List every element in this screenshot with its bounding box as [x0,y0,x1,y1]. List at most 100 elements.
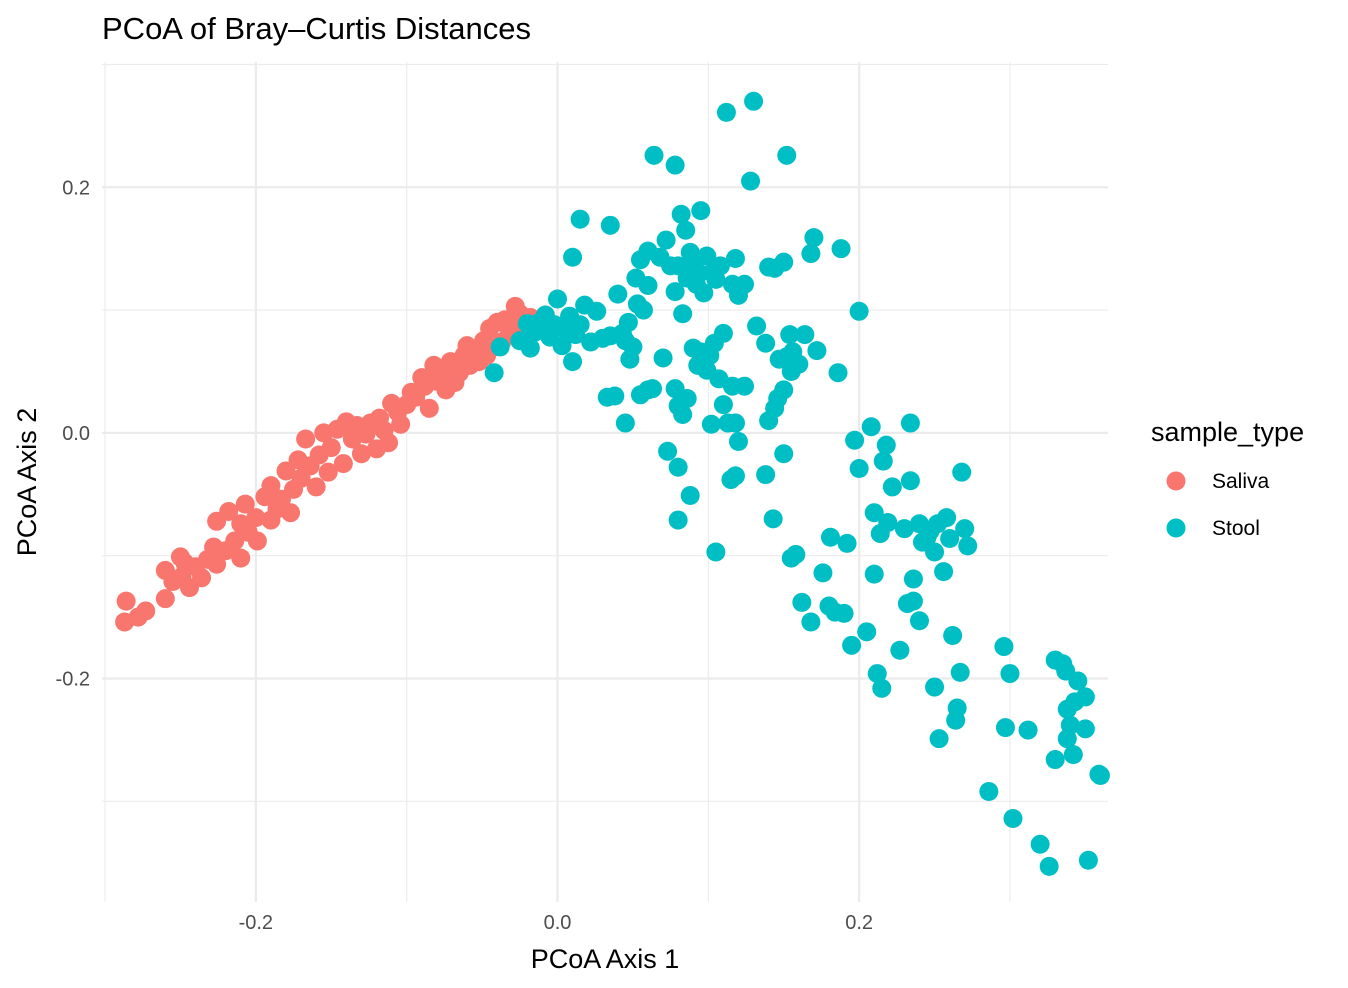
point-stool [600,215,620,235]
point-stool [995,718,1015,738]
y-tick-label: -0.2 [56,668,90,690]
point-stool [520,338,540,358]
point-stool [1090,766,1110,786]
point-stool [689,263,709,283]
y-axis-ticks: -0.2 0.0 0.2 [56,177,90,690]
point-stool [597,387,617,407]
point-stool [781,361,801,381]
point-stool [994,637,1014,657]
legend-label-saliva: Saliva [1212,470,1270,493]
point-stool [842,635,862,655]
point-stool [867,664,887,684]
plot-panel [102,62,1110,902]
point-saliva [247,531,267,551]
x-tick-label: -0.2 [239,912,273,934]
point-stool [691,201,711,221]
point-stool [937,508,957,528]
chart-title: PCoA of Bray–Curtis Distances [102,11,531,46]
point-stool [831,239,851,259]
point-stool [744,91,764,111]
point-saliva [391,414,411,434]
point-stool [620,349,640,369]
point-stool [882,477,902,497]
point-stool [777,145,797,165]
data-points [115,91,1110,876]
point-stool [861,417,881,437]
point-saliva [116,591,136,611]
point-stool [673,304,693,324]
series-saliva [115,296,540,632]
point-stool [552,336,572,356]
point-stool [864,503,884,523]
point-stool [668,510,688,530]
point-stool [828,363,848,383]
point-stool [728,431,748,451]
point-stool [958,536,978,556]
point-stool [878,513,898,533]
point-stool [1078,850,1098,870]
point-saliva [321,438,341,458]
point-stool [618,312,638,332]
point-saliva [419,398,439,418]
point-stool [644,145,664,165]
point-stool [735,376,755,396]
point-stool [979,781,999,801]
point-stool [587,301,607,321]
point-saliva [225,531,245,551]
point-stool [950,662,970,682]
point-stool [725,248,745,268]
point-stool [615,331,635,351]
legend-title: sample_type [1151,417,1304,447]
x-tick-label: 0.0 [544,912,572,934]
point-stool [710,256,730,276]
y-tick-label: 0.0 [62,423,90,445]
point-stool [694,283,714,303]
point-stool [704,333,724,353]
point-stool [701,414,721,434]
point-stool [570,315,590,335]
point-stool [849,458,869,478]
point-stool [845,430,865,450]
point-stool [630,385,650,405]
point-stool [801,612,821,632]
point-saliva [333,454,353,474]
point-stool [903,569,923,589]
point-stool [668,457,688,477]
point-stool [1018,720,1038,740]
point-stool [1000,664,1020,684]
point-stool [608,284,628,304]
point-saliva [261,476,281,496]
point-stool [925,542,945,562]
point-stool [934,562,954,582]
point-stool [570,209,590,229]
point-stool [763,509,783,529]
point-stool [876,435,896,455]
point-stool [673,404,693,424]
point-stool [774,252,794,272]
point-stool [834,603,854,623]
point-stool [563,352,583,372]
point-stool [547,289,567,309]
point-stool [1063,745,1083,765]
point-stool [725,413,745,433]
point-stool [900,471,920,491]
point-stool [653,348,673,368]
point-stool [804,228,824,248]
point-stool [1030,834,1050,854]
point-stool [795,325,815,345]
point-stool [716,102,736,122]
point-stool [1075,719,1095,739]
point-stool [1003,808,1023,828]
x-tick-label: 0.2 [845,912,873,934]
point-stool [490,337,510,357]
point-stool [873,451,893,471]
point-stool [777,347,797,367]
point-saliva [306,477,326,497]
point-stool [676,220,696,240]
point-stool [929,729,949,749]
point-stool [955,519,975,539]
point-stool [677,388,697,408]
point-stool [940,528,960,548]
legend-key-stool [1166,518,1186,538]
